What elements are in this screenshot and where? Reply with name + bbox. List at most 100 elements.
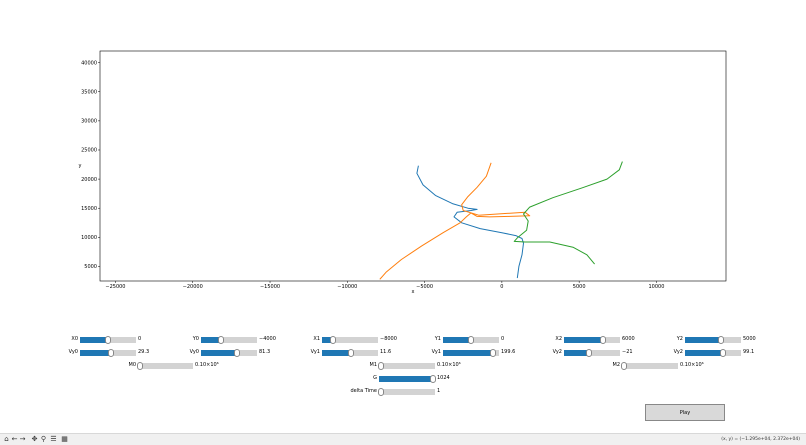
x-tick-label: 0 xyxy=(500,284,503,290)
play-button[interactable]: Play xyxy=(645,404,725,421)
slider-fill xyxy=(80,336,108,343)
slider-handle[interactable] xyxy=(330,335,337,344)
x-tick-label: −10000 xyxy=(337,284,357,290)
slider-value: −21 xyxy=(622,349,633,355)
slider-handle[interactable] xyxy=(468,335,474,344)
y-tick-label: 35000 xyxy=(81,89,97,95)
slider-vy1[interactable] xyxy=(443,348,499,357)
slider-y1[interactable] xyxy=(443,335,499,344)
slider-vy0[interactable] xyxy=(80,348,136,357)
slider-handle[interactable] xyxy=(217,335,224,344)
slider-label: Vy2 xyxy=(673,349,683,355)
back-icon[interactable]: ← xyxy=(11,435,18,443)
slider-label: Vy1 xyxy=(310,349,320,355)
slider-handle[interactable] xyxy=(348,348,355,357)
slider-fill xyxy=(685,336,722,343)
slider-y2[interactable] xyxy=(685,335,741,344)
slider-value: 0.10×10⁶ xyxy=(680,362,704,368)
forward-icon[interactable]: → xyxy=(19,435,26,443)
x-tick-label: 10000 xyxy=(648,284,664,290)
y-axis-label: y xyxy=(79,163,82,169)
slider-handle[interactable] xyxy=(107,348,114,357)
slider-value: 5000 xyxy=(743,336,756,342)
slider-handle[interactable] xyxy=(105,335,111,344)
slider-handle[interactable] xyxy=(586,348,593,357)
slider-value: 81.3 xyxy=(259,349,271,355)
slider-handle[interactable] xyxy=(234,348,241,357)
slider-delta-time[interactable] xyxy=(378,387,435,396)
slider-vy2[interactable] xyxy=(685,348,741,357)
home-icon[interactable]: ⌂ xyxy=(4,435,9,443)
slider-fill xyxy=(80,349,111,356)
slider-handle[interactable] xyxy=(378,387,384,396)
slider-handle[interactable] xyxy=(720,348,727,357)
slider-g[interactable] xyxy=(379,374,436,383)
slider-label: G xyxy=(373,375,377,381)
slider-handle[interactable] xyxy=(378,361,384,370)
y-ticks: 5000 10000 15000 20000 25000 30000 35000 40000 xyxy=(81,60,100,270)
slider-value: 6000 xyxy=(622,336,635,342)
plot-figure[interactable]: −25000 −20000 −15000 −10000 −5000 0 5000 10000 … xyxy=(0,0,806,300)
slider-label: X2 xyxy=(555,336,562,342)
slider-vy0[interactable] xyxy=(201,348,257,357)
zoom-icon[interactable]: ⚲ xyxy=(40,435,47,443)
slider-fill xyxy=(201,349,238,356)
configure-icon[interactable]: ☰ xyxy=(50,435,57,443)
orbit-line-0 xyxy=(416,165,524,279)
slider-label: X0 xyxy=(71,336,78,342)
slider-x0[interactable] xyxy=(80,335,136,344)
slider-label: Vy1 xyxy=(431,349,441,355)
slider-fill xyxy=(379,375,435,382)
slider-fill xyxy=(564,336,604,343)
x-tick-label: −25000 xyxy=(105,284,125,290)
orbit-line-1 xyxy=(379,162,531,280)
slider-m2[interactable] xyxy=(621,361,678,370)
slider-fill xyxy=(443,349,494,356)
slider-x2[interactable] xyxy=(564,335,620,344)
slider-value: 99.1 xyxy=(743,349,755,355)
slider-value: 0 xyxy=(138,336,142,342)
slider-fill xyxy=(322,349,352,356)
slider-value: 199.6 xyxy=(501,349,516,355)
slider-value: 11.6 xyxy=(380,349,392,355)
slider-label: Vy0 xyxy=(68,349,78,355)
slider-fill xyxy=(201,336,221,343)
pan-icon[interactable]: ✥ xyxy=(31,435,38,443)
x-tick-label: −5000 xyxy=(416,284,433,290)
slider-value: 0.10×10⁶ xyxy=(437,362,461,368)
slider-label: Y1 xyxy=(434,336,441,342)
slider-value: −8000 xyxy=(380,336,397,342)
slider-label: Y2 xyxy=(676,336,683,342)
slider-handle[interactable] xyxy=(490,348,497,357)
slider-y0[interactable] xyxy=(201,335,257,344)
slider-m1[interactable] xyxy=(378,361,435,370)
slider-label: X1 xyxy=(313,336,320,342)
y-tick-label: 20000 xyxy=(81,177,97,183)
x-axis-label: x xyxy=(412,289,415,295)
slider-value: 0 xyxy=(501,336,505,342)
slider-handle[interactable] xyxy=(430,374,436,383)
y-tick-label: 15000 xyxy=(81,206,97,212)
slider-value: −4000 xyxy=(259,336,276,342)
series-group xyxy=(379,161,623,280)
y-tick-label: 30000 xyxy=(81,119,97,125)
slider-label: M0 xyxy=(128,362,137,368)
slider-handle[interactable] xyxy=(137,361,143,370)
y-tick-label: 5000 xyxy=(84,264,97,270)
slider-handle[interactable] xyxy=(718,335,725,344)
slider-fill xyxy=(322,336,334,343)
slider-vy1[interactable] xyxy=(322,348,378,357)
slider-label: M2 xyxy=(612,362,621,368)
slider-vy2[interactable] xyxy=(564,348,620,357)
slider-m0[interactable] xyxy=(137,361,193,370)
slider-value: 29.3 xyxy=(138,349,150,355)
y-tick-label: 10000 xyxy=(81,235,97,241)
slider-label: Vy2 xyxy=(552,349,562,355)
save-icon[interactable]: ▦ xyxy=(61,435,68,443)
slider-x1[interactable] xyxy=(322,335,378,344)
y-tick-label: 25000 xyxy=(81,148,97,154)
slider-handle[interactable] xyxy=(621,361,627,370)
slider-label: delta Time xyxy=(350,388,378,394)
slider-fill xyxy=(685,349,724,356)
slider-handle[interactable] xyxy=(600,335,607,344)
